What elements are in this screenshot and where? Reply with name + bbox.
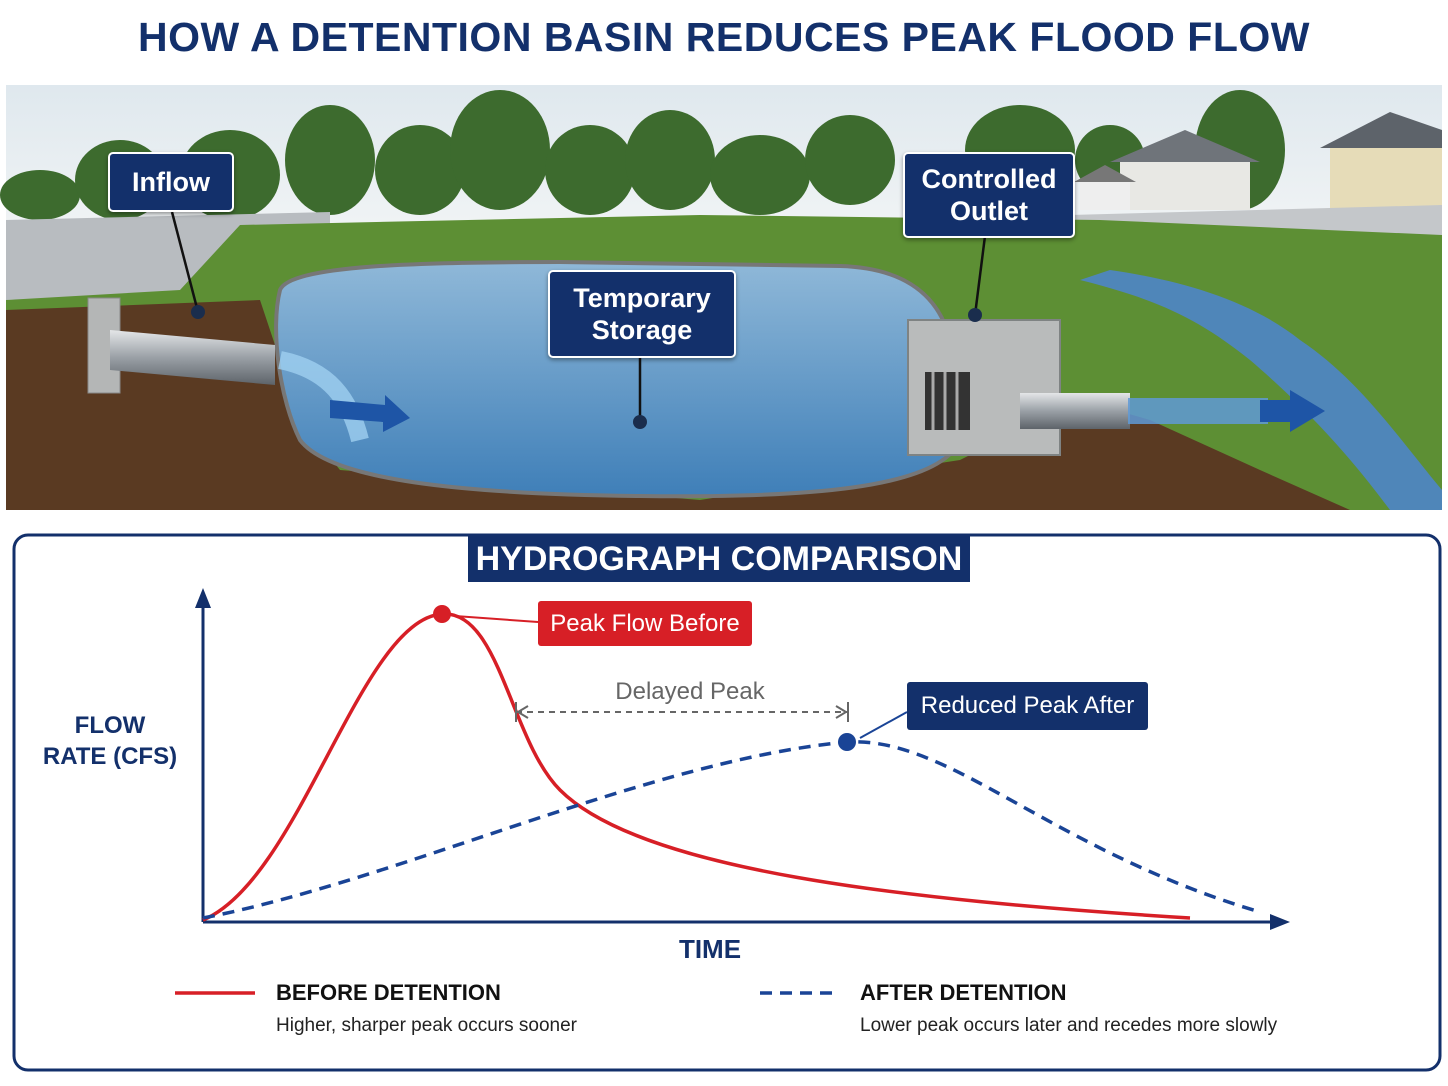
axes — [195, 588, 1290, 930]
title: HOW A DETENTION BASIN REDUCES PEAK FLOOD… — [137, 14, 1310, 60]
peak-after-note: Reduced Peak After — [907, 682, 1148, 730]
y-axis-label: FLOW RATE (CFS) — [42, 712, 178, 771]
label-storage: Temporary Storage — [548, 270, 736, 358]
leader-lines — [170, 211, 987, 420]
peak-before-note: Peak Flow Before — [538, 601, 752, 646]
peak-after-leader — [859, 711, 908, 739]
x-axis-label: TIME — [678, 934, 742, 964]
legend-description: Higher, sharper peak occurs sooner — [276, 1015, 577, 1036]
inflow-pipe — [110, 330, 275, 385]
leader-dots — [191, 305, 982, 429]
inflow-arrow — [330, 395, 410, 432]
legend-description: Lower peak occurs later and recedes more… — [860, 1015, 1278, 1036]
soil — [6, 300, 1350, 510]
label-inflow: Inflow — [108, 152, 234, 212]
stream — [1080, 270, 1442, 510]
outflow-arrow — [1260, 390, 1325, 432]
outflow — [1128, 398, 1268, 424]
inflow-spill — [278, 351, 369, 443]
delayed-peak-note: Delayed Peak — [615, 678, 765, 705]
outlet-pipe — [1020, 393, 1130, 429]
peak-after-dot — [838, 733, 856, 751]
grate-bars — [931, 372, 959, 430]
basin-water — [274, 259, 963, 499]
hydrograph-title: HYDROGRAPH COMPARISON — [468, 536, 970, 582]
hydrograph-panel — [12, 533, 1442, 1072]
legend-name: AFTER DETENTION — [860, 980, 1067, 1005]
peak-before-leader — [454, 615, 539, 623]
houses — [1074, 112, 1442, 210]
after-curve — [202, 740, 1261, 920]
peak-before-dot — [433, 605, 451, 623]
legend-name: BEFORE DETENTION — [276, 980, 501, 1005]
before-curve — [202, 612, 1191, 922]
delay-arrow — [515, 702, 849, 722]
label-outlet: Controlled Outlet — [903, 152, 1075, 238]
